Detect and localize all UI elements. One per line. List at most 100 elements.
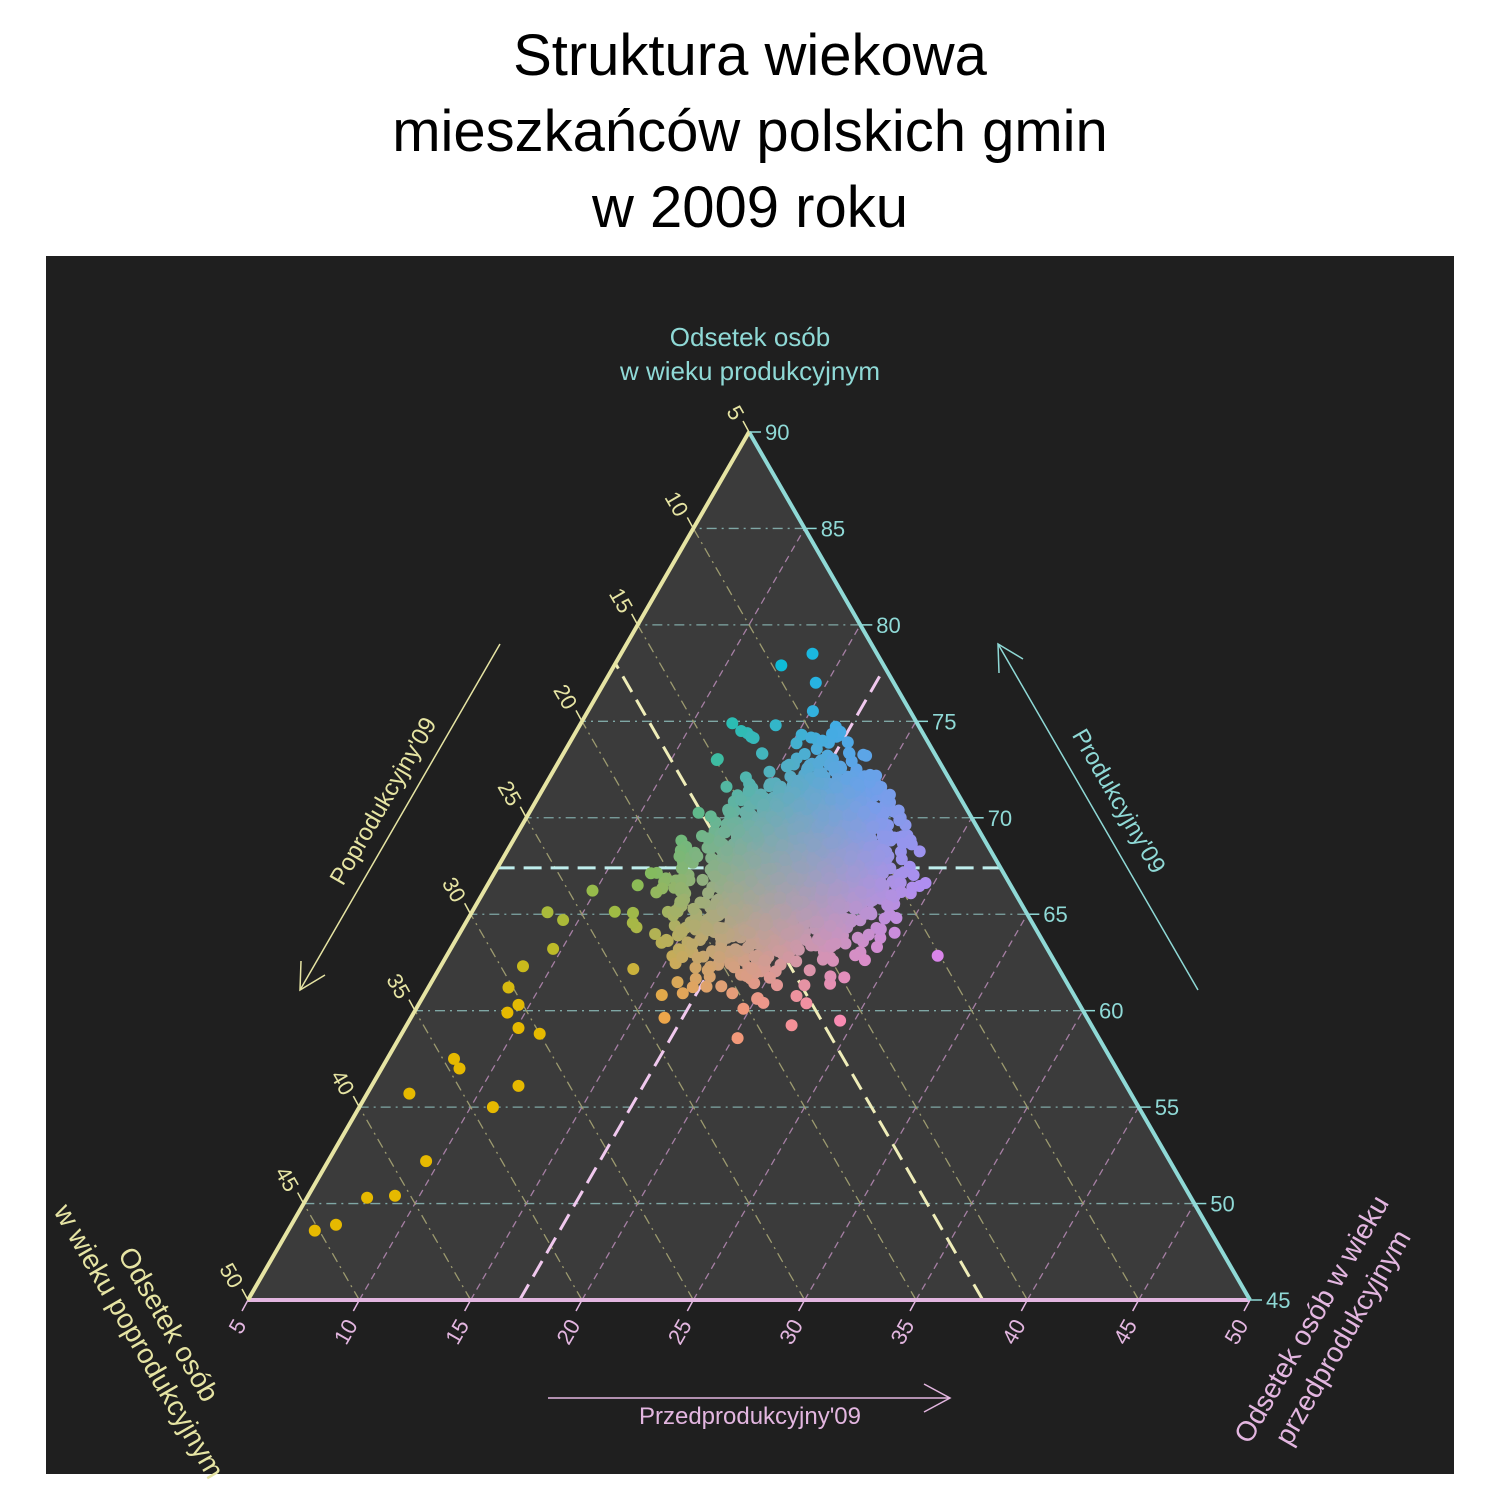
data-point <box>824 919 837 932</box>
prod-axis-title-line-1: Odsetek osób <box>670 322 830 352</box>
data-point <box>876 864 889 877</box>
data-point <box>808 854 821 867</box>
data-point <box>683 874 696 887</box>
data-point <box>857 748 870 761</box>
data-point-outlier <box>512 1022 525 1034</box>
data-point <box>686 981 699 994</box>
data-point-outlier <box>448 1052 460 1065</box>
data-point <box>869 801 882 814</box>
data-point-outlier <box>486 1101 499 1114</box>
data-point <box>708 859 721 872</box>
data-point <box>626 916 639 929</box>
data-point-outlier <box>533 1027 546 1040</box>
prod-axis-edge <box>747 431 1252 1301</box>
data-point <box>780 881 793 894</box>
data-point <box>790 990 803 1002</box>
data-point <box>800 908 813 920</box>
data-point <box>854 885 867 898</box>
pre-tick <box>798 1299 806 1312</box>
data-point <box>931 949 944 962</box>
data-point-outlier <box>745 730 758 743</box>
prod-tick-label: 60 <box>1099 999 1123 1024</box>
data-point-outlier <box>806 647 819 660</box>
data-point <box>669 904 682 917</box>
grid-line-post <box>470 913 694 1301</box>
data-point <box>731 1032 744 1045</box>
data-point <box>763 765 776 778</box>
post-arrow <box>299 643 501 992</box>
data-point <box>860 907 873 920</box>
post-tick <box>686 517 694 529</box>
chart-title: Struktura wiekowa mieszkańców polskich g… <box>0 18 1500 246</box>
data-point-outlier <box>737 1002 750 1015</box>
data-point <box>858 954 871 967</box>
data-point <box>701 832 714 845</box>
data-point-outlier <box>361 1191 374 1204</box>
data-point <box>906 881 919 894</box>
data-point <box>692 806 705 819</box>
data-point <box>720 780 733 793</box>
data-point <box>858 805 871 818</box>
data-point <box>733 870 746 883</box>
data-point <box>806 705 819 718</box>
data-point <box>873 849 886 862</box>
data-point <box>776 839 789 852</box>
data-point-outlier <box>420 1155 433 1168</box>
data-point <box>719 863 732 876</box>
data-point <box>864 768 877 781</box>
data-point <box>874 923 887 936</box>
data-point <box>849 949 862 962</box>
data-point <box>743 889 756 902</box>
data-point <box>764 892 777 905</box>
data-point <box>800 997 813 1010</box>
data-point <box>812 777 825 790</box>
data-point <box>798 979 811 992</box>
data-point <box>859 850 872 863</box>
data-point <box>658 1011 671 1024</box>
prod-tick-label: 65 <box>1043 902 1067 927</box>
data-point-outlier <box>845 850 858 863</box>
data-point-outlier <box>701 964 714 977</box>
data-point <box>812 756 825 769</box>
data-point <box>721 844 733 857</box>
data-point <box>830 781 843 794</box>
data-point <box>649 928 662 940</box>
data-point <box>674 895 687 908</box>
data-point <box>688 919 701 932</box>
data-point <box>689 961 702 974</box>
data-point <box>732 854 744 867</box>
data-point <box>742 784 755 797</box>
data-point <box>829 937 842 950</box>
data-point <box>888 926 901 939</box>
data-point <box>792 820 805 833</box>
data-point <box>895 853 908 866</box>
data-point <box>798 748 811 760</box>
chart-title-line-1: Struktura wiekowa <box>513 23 987 88</box>
data-point <box>792 943 805 956</box>
data-point <box>748 825 761 838</box>
data-point <box>700 922 713 934</box>
prod-tick-label: 85 <box>821 516 845 541</box>
data-point <box>713 951 726 963</box>
data-point <box>696 873 709 886</box>
pre-tick <box>1243 1299 1251 1312</box>
pre-tick <box>686 1299 694 1312</box>
data-point-outlier <box>512 1079 525 1092</box>
data-point-outlier <box>833 898 846 911</box>
prod-tick-label: 45 <box>1266 1288 1290 1313</box>
data-point <box>644 867 657 880</box>
grid-line-post <box>692 528 1140 1301</box>
post-tick <box>519 806 527 819</box>
data-point <box>839 937 852 950</box>
prod-tick-label: 55 <box>1155 1095 1179 1120</box>
data-point-outlier <box>769 719 782 732</box>
data-point <box>786 872 799 885</box>
data-point <box>713 921 726 934</box>
data-point <box>793 860 806 873</box>
pre-tick <box>575 1299 583 1312</box>
data-point-outlier <box>502 981 515 994</box>
data-point <box>660 933 673 946</box>
data-point <box>686 938 699 951</box>
data-point-outlier <box>847 865 860 878</box>
